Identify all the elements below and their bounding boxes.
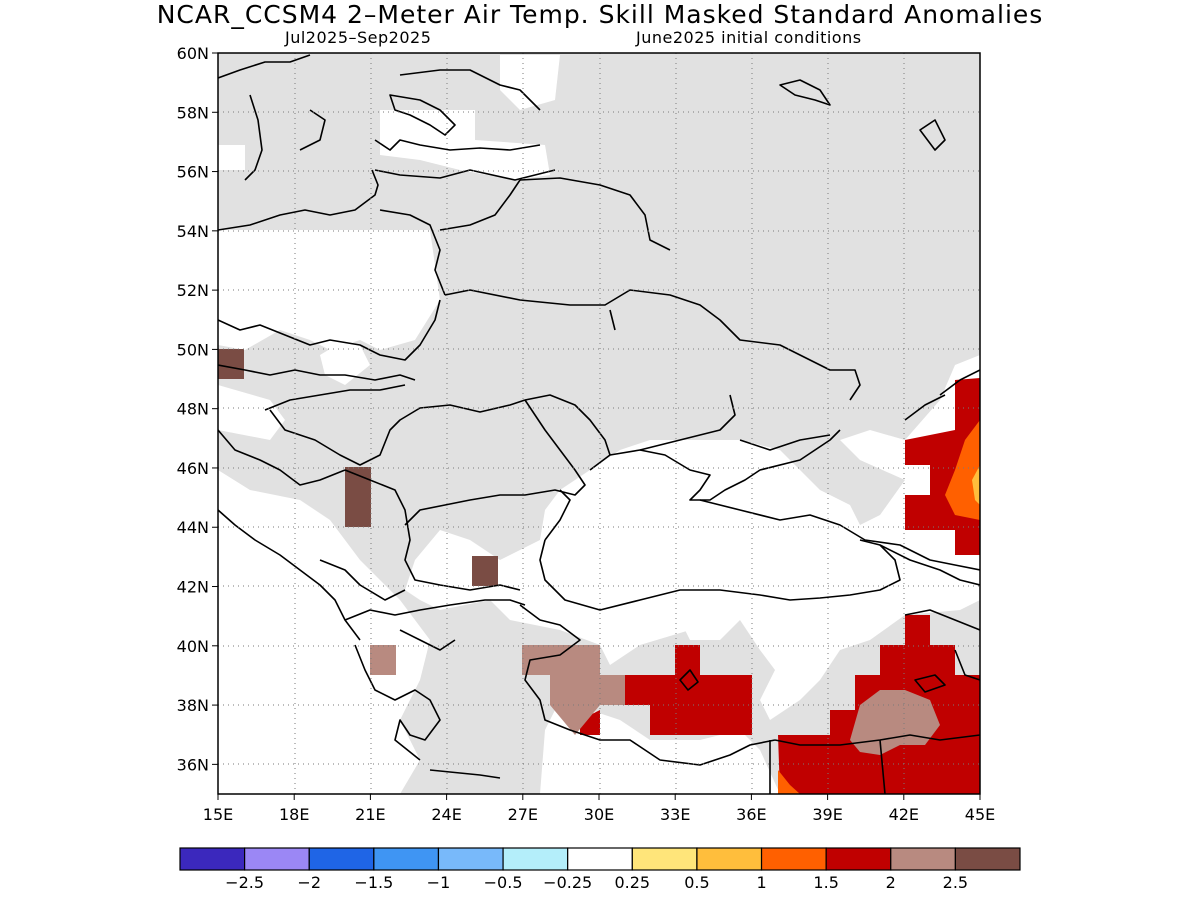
lon-tick-label: 24E [431,805,461,824]
lat-tick-label: 40N [177,637,209,656]
lat-tick-label: 48N [177,400,209,419]
lat-tick-label: 38N [177,696,209,715]
lon-tick-label: 45E [965,805,995,824]
anomaly-fields [218,53,980,794]
valid-period: Jul2025–Sep2025 [285,28,432,47]
legend-label: −2.5 [225,873,264,892]
anomaly-2-2.5 [370,645,940,755]
lon-tick-label: 27E [508,805,538,824]
unmasked-region [218,145,245,170]
lon-tick-label: 36E [736,805,766,824]
lat-tick-label: 60N [177,44,209,63]
legend-swatch [890,847,956,871]
lon-tick-label: 39E [812,805,842,824]
legend-label: −0.5 [484,873,523,892]
legend-swatch [631,847,698,871]
lat-tick-label: 44N [177,518,209,537]
unmasked-region [320,340,370,385]
anomaly-above-2.5 [218,349,498,586]
lon-tick-label: 30E [584,805,614,824]
legend-label: −0.25 [543,873,592,892]
lat-tick-label: 52N [177,281,209,300]
lon-tick-label: 33E [660,805,690,824]
legend-label: 0.5 [684,873,709,892]
legend-swatch [179,847,246,871]
lon-tick-label: 18E [279,805,309,824]
lat-tick-label: 46N [177,459,209,478]
lat-tick-label: 54N [177,222,209,241]
gridlines [218,53,980,794]
legend-label: 1 [756,873,766,892]
legend-label: 2.5 [943,873,968,892]
unmasked-region [500,55,560,110]
lon-tick-label: 21E [355,805,385,824]
legend-swatch [825,847,892,871]
initial-conditions: June2025 initial conditions [636,28,862,47]
lat-tick-label: 58N [177,103,209,122]
lat-tick-label: 50N [177,340,209,359]
longitude-axis: 15E 18E 21E 24E 27E 30E 33E 36E 39E 42E 45E [203,794,995,824]
legend-swatch [244,847,310,871]
anomaly-1-1.5 [945,420,980,520]
legend-label: 1.5 [813,873,838,892]
legend-swatch [954,847,1021,871]
legend-swatch [308,847,375,871]
legend-swatch [567,847,633,871]
anomaly-1-1.5 [778,770,800,794]
anomaly-0.5-1 [972,465,980,505]
lon-tick-label: 15E [203,805,233,824]
legend-swatch [760,847,827,871]
unmasked-region [680,610,740,640]
unmasked-region [218,385,285,440]
unmasked-region [380,110,550,180]
legend-label: 0.25 [614,873,650,892]
lat-tick-label: 42N [177,578,209,597]
legend-swatch [502,847,569,871]
lat-tick-label: 56N [177,163,209,182]
legend-swatch [437,847,504,871]
legend-label: −1 [427,873,451,892]
lat-tick-label: 36N [177,755,209,774]
chart-title: NCAR_CCSM4 2–Meter Air Temp. Skill Maske… [156,0,1044,29]
legend-swatch [373,847,440,871]
legend-label: 2 [886,873,896,892]
lon-tick-label: 42E [889,805,919,824]
borders-coastlines [218,54,980,794]
latitude-axis: 60N 58N 56N 54N 52N 50N 48N 46N 44N 42N 40N 38N 36N [177,44,218,774]
color-legend: −2.5 −2 −1.5 −1 −0.5 −0.25 0.25 0.5 1 1.5 2 2.5 [179,847,1021,892]
unmasked-region [218,470,430,794]
legend-label: −2 [297,873,321,892]
legend-label: −1.5 [354,873,393,892]
legend-swatch [696,847,763,871]
